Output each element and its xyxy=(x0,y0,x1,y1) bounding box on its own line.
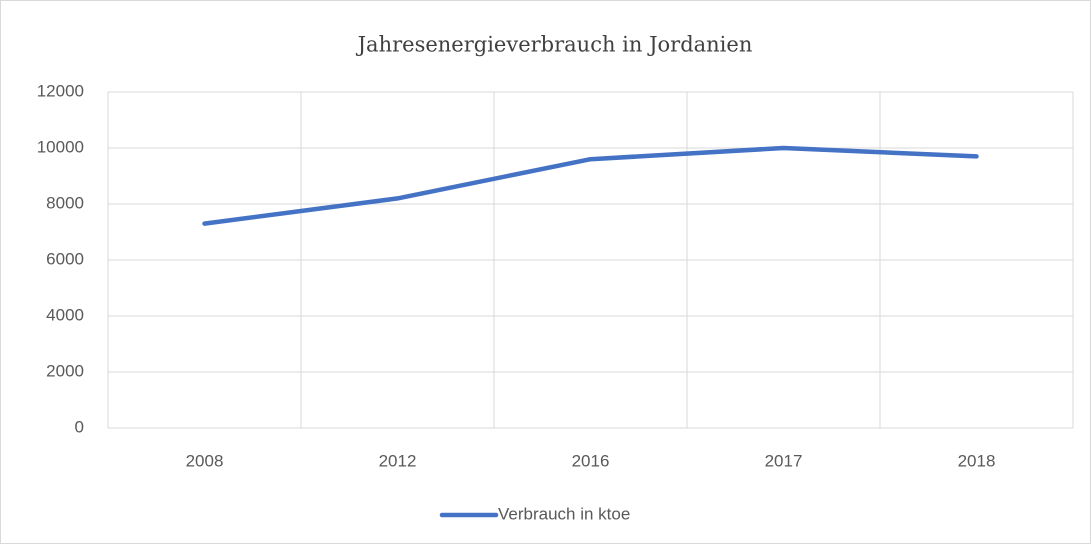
x-tick-label: 2016 xyxy=(572,451,610,470)
y-tick-label: 4000 xyxy=(46,305,84,324)
chart-title: Jahresenergieverbrauch in Jordanien xyxy=(356,33,753,57)
x-tick-label: 2012 xyxy=(379,451,417,470)
y-tick-label: 8000 xyxy=(46,193,84,212)
x-tick-label: 2018 xyxy=(958,451,996,470)
x-tick-label: 2017 xyxy=(765,451,803,470)
x-tick-label: 2008 xyxy=(186,451,224,470)
y-tick-label: 12000 xyxy=(37,81,84,100)
legend-label: Verbrauch in ktoe xyxy=(498,504,630,523)
data-line xyxy=(202,145,979,226)
y-tick-label: 6000 xyxy=(46,249,84,268)
y-tick-label: 10000 xyxy=(37,137,84,156)
y-tick-label: 0 xyxy=(75,417,84,436)
y-tick-label: 2000 xyxy=(46,361,84,380)
